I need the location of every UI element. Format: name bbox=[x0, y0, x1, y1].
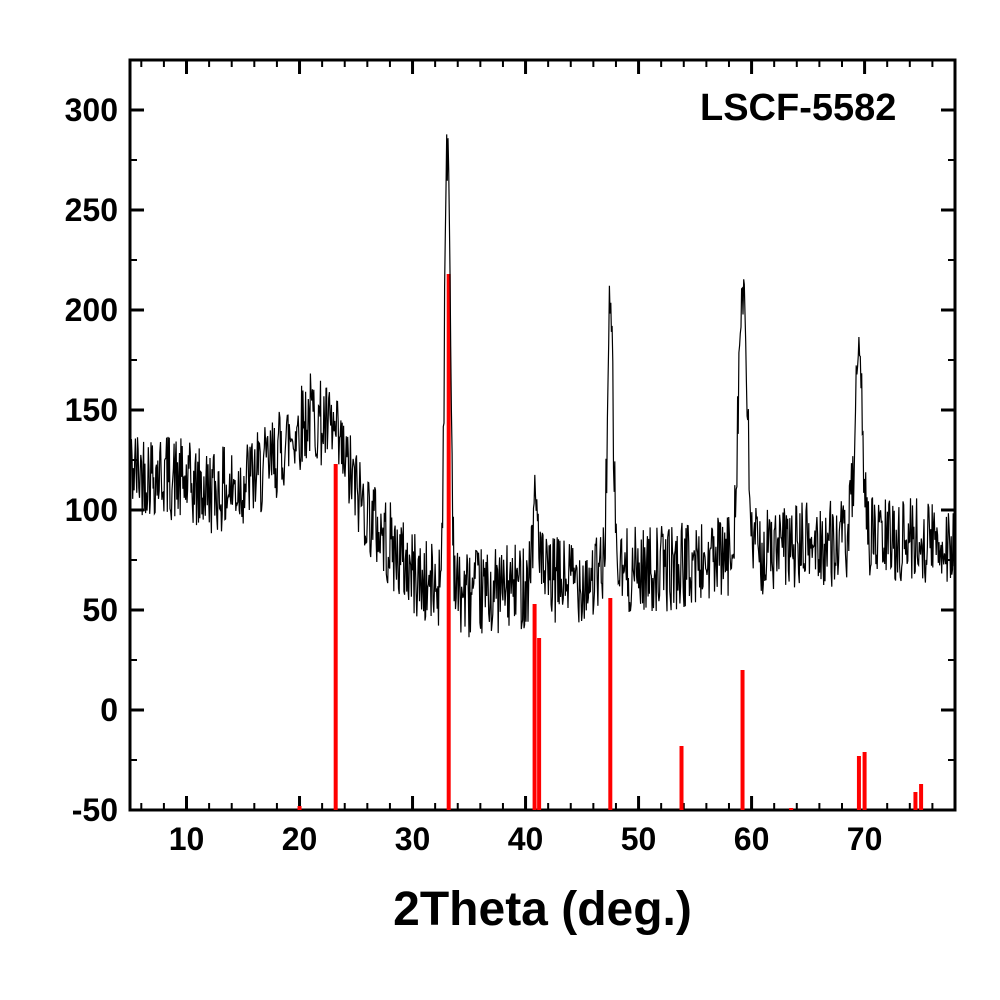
y-tick-label: 250 bbox=[65, 192, 118, 228]
y-tick-label: 0 bbox=[100, 692, 118, 728]
y-tick-label: 200 bbox=[65, 292, 118, 328]
x-axis-title: 2Theta (deg.) bbox=[393, 883, 692, 936]
x-tick-label: 10 bbox=[169, 821, 205, 857]
y-tick-label: 300 bbox=[65, 92, 118, 128]
x-tick-label: 50 bbox=[621, 821, 657, 857]
legend-label: LSCF-5582 bbox=[700, 87, 896, 129]
chart-svg: -50 0 50 100 150 200 250 300 10 20 30 40 50 60 70 2Th… bbox=[0, 0, 1000, 1000]
x-tick-label: 60 bbox=[734, 821, 770, 857]
x-tick-label: 40 bbox=[508, 821, 544, 857]
y-tick-label: 50 bbox=[82, 592, 118, 628]
x-tick-label: 20 bbox=[282, 821, 318, 857]
xrd-chart: -50 0 50 100 150 200 250 300 10 20 30 40 50 60 70 2Th… bbox=[0, 0, 1000, 1000]
x-tick-label: 30 bbox=[395, 821, 431, 857]
y-tick-label: 150 bbox=[65, 392, 118, 428]
y-tick-label: 100 bbox=[65, 492, 118, 528]
y-tick-label: -50 bbox=[72, 792, 118, 828]
x-tick-label: 70 bbox=[847, 821, 883, 857]
